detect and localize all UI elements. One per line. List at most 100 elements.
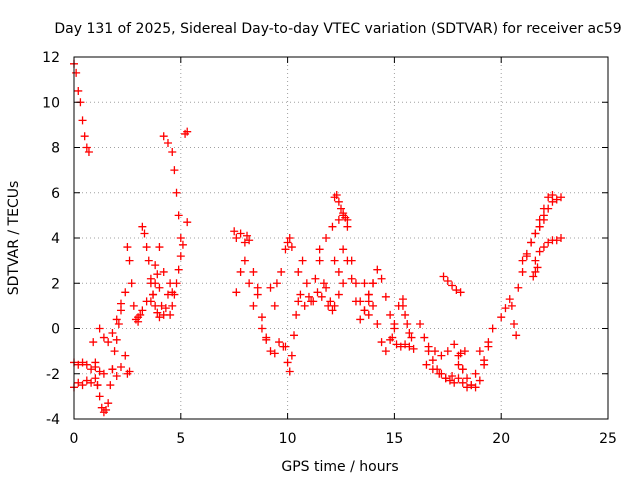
data-point (328, 306, 337, 315)
data-point (172, 188, 181, 197)
data-point (364, 310, 373, 319)
data-point (347, 274, 356, 283)
data-point (518, 267, 527, 276)
data-point (285, 367, 294, 376)
y-tick-label: 12 (42, 50, 60, 66)
data-point (424, 342, 433, 351)
data-point (428, 356, 437, 365)
data-point (78, 358, 87, 367)
y-tick-label: 0 (51, 322, 60, 338)
data-point (343, 222, 352, 231)
data-point (458, 365, 467, 374)
data-point (351, 279, 360, 288)
data-point (373, 319, 382, 328)
data-point (80, 132, 89, 141)
data-point (304, 292, 313, 301)
data-point (341, 213, 350, 222)
data-point (151, 261, 160, 270)
data-point (144, 256, 153, 265)
data-point (360, 279, 369, 288)
data-point (129, 301, 138, 310)
data-point (294, 297, 303, 306)
data-point (328, 222, 337, 231)
data-point (456, 288, 465, 297)
data-point (91, 374, 100, 383)
data-point (544, 193, 553, 202)
data-point (364, 290, 373, 299)
data-point (405, 342, 414, 351)
data-point (529, 272, 538, 281)
data-point (87, 365, 96, 374)
y-tick-label: 10 (42, 95, 60, 111)
data-point (116, 299, 125, 308)
data-point (176, 252, 185, 261)
data-point (176, 234, 185, 242)
data-point (369, 301, 378, 310)
data-point (313, 288, 322, 297)
data-point (253, 290, 262, 299)
data-point (512, 331, 521, 340)
series-sat-e (95, 288, 130, 347)
y-tick-label: 4 (51, 231, 60, 247)
data-point (332, 191, 341, 200)
x-tick-label: 10 (279, 431, 297, 447)
data-point (339, 209, 348, 218)
series-sat-aj (518, 215, 548, 265)
data-point (174, 265, 183, 274)
data-point (326, 297, 335, 306)
data-point (266, 347, 275, 356)
data-point (405, 329, 414, 338)
data-point (172, 279, 181, 288)
data-point (311, 274, 320, 283)
data-point (535, 222, 544, 231)
data-point (82, 143, 91, 152)
data-point (108, 365, 117, 374)
data-point (245, 236, 254, 245)
data-point (290, 331, 299, 340)
series-sat-y (364, 265, 399, 328)
series-sat-ac (422, 347, 469, 383)
series-sat-s (300, 279, 348, 310)
data-point (334, 290, 343, 299)
x-tick-label: 5 (176, 431, 185, 447)
data-point (82, 360, 91, 369)
data-point (123, 243, 132, 252)
data-point (548, 191, 557, 200)
data-point (302, 279, 311, 288)
data-point (322, 283, 331, 292)
data-point (510, 319, 519, 328)
data-point (458, 378, 467, 387)
data-point (168, 301, 177, 310)
data-point (74, 86, 83, 95)
data-point (84, 148, 93, 157)
data-point (420, 333, 429, 342)
data-point (296, 290, 305, 299)
data-point (322, 234, 331, 242)
data-point (106, 381, 115, 390)
data-point (369, 279, 378, 288)
data-point (531, 229, 540, 238)
data-point (127, 279, 136, 288)
series-sat-f (108, 351, 134, 381)
data-point (445, 376, 454, 385)
series-sat-m (230, 227, 254, 247)
axis-ticks (73, 56, 609, 420)
data-point (409, 344, 418, 353)
data-point (467, 381, 476, 390)
data-point (356, 315, 365, 324)
data-point (475, 347, 484, 356)
series-sat-k (166, 240, 187, 319)
data-point (388, 333, 397, 342)
data-point (270, 349, 279, 358)
data-point (257, 313, 266, 322)
data-point (471, 369, 480, 378)
data-point (407, 333, 416, 342)
data-point (283, 238, 292, 247)
data-point (544, 238, 553, 247)
data-point (95, 324, 104, 333)
data-point (475, 376, 484, 385)
data-point (435, 369, 444, 378)
data-point (151, 279, 160, 288)
data-point (161, 304, 170, 313)
